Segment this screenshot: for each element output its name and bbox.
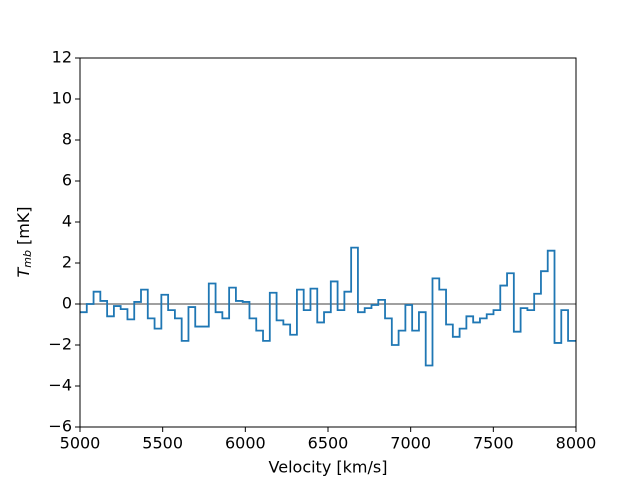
y-tick-label: 8 <box>62 130 72 149</box>
x-axis-label: Velocity [km/s] <box>269 458 388 477</box>
y-axis-label: Tmb [mK] <box>14 206 35 277</box>
y-tick-label: −6 <box>48 417 72 436</box>
x-tick-label: 7000 <box>390 434 431 453</box>
y-tick-label: 4 <box>62 212 72 231</box>
y-tick-label: 2 <box>62 253 72 272</box>
x-tick-label: 8000 <box>556 434 597 453</box>
y-tick-label: 0 <box>62 294 72 313</box>
y-label-unit: [mK] <box>14 206 33 245</box>
x-tick-label: 7500 <box>473 434 514 453</box>
y-tick-label: 6 <box>62 171 72 190</box>
y-label-symbol: T <box>14 267 33 278</box>
x-tick-label: 5000 <box>60 434 101 453</box>
y-tick-label: −4 <box>48 376 72 395</box>
x-tick-label: 6000 <box>225 434 266 453</box>
y-tick-label: −2 <box>48 335 72 354</box>
y-tick-label: 10 <box>52 89 72 108</box>
plot-frame <box>79 57 577 428</box>
y-label-subscript: mb <box>21 250 34 268</box>
x-tick-label: 5500 <box>142 434 183 453</box>
y-tick-label: 12 <box>52 48 72 67</box>
x-tick-label: 6500 <box>308 434 349 453</box>
spectrum-line <box>80 246 576 367</box>
